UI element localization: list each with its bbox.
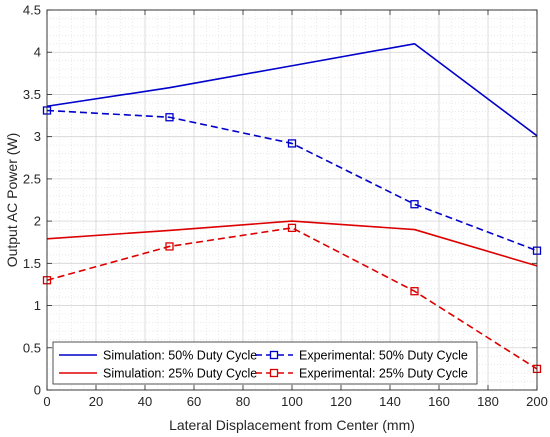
series-2	[42, 106, 542, 255]
x-tick-label: 140	[379, 394, 401, 409]
x-tick-label: 80	[236, 394, 250, 409]
data-point-marker	[165, 242, 174, 251]
y-tick-label: 3.5	[23, 87, 41, 102]
x-tick-label: 120	[330, 394, 352, 409]
legend-entry-3: Simulation: 25% Duty Cycle	[59, 367, 257, 381]
x-tick-label: 0	[43, 394, 50, 409]
legend-box	[52, 341, 478, 385]
legend-label: Experimental: 50% Duty Cycle	[299, 349, 468, 363]
series-line	[46, 109, 538, 252]
data-point-marker	[165, 113, 174, 122]
x-tick-label: 20	[89, 394, 103, 409]
y-tick-label: 4.5	[23, 3, 41, 18]
legend-label: Simulation: 50% Duty Cycle	[103, 349, 257, 363]
data-point-marker	[410, 200, 419, 209]
x-tick-label: 60	[187, 394, 201, 409]
y-tick-label: 3	[34, 129, 41, 144]
series-1	[46, 42, 538, 137]
legend-entry-2: Experimental: 50% Duty Cycle	[255, 349, 468, 363]
x-tick-label: 100	[281, 394, 303, 409]
legend-entry-4: Experimental: 25% Duty Cycle	[255, 367, 468, 381]
grid	[46, 9, 538, 391]
y-tick-label: 1	[34, 298, 41, 313]
y-tick-label: 2.5	[23, 171, 41, 186]
legend-label: Simulation: 25% Duty Cycle	[103, 367, 257, 381]
y-tick-label: 0	[34, 383, 41, 398]
series-line	[46, 42, 538, 137]
data-point-marker	[287, 223, 297, 233]
series-3	[46, 220, 538, 267]
legend: Simulation: 50% Duty Cycle Experimental: …	[52, 341, 478, 385]
y-tick-label: 4	[34, 45, 41, 60]
y-tick-label: 0.5	[23, 340, 41, 355]
legend-label: Experimental: 25% Duty Cycle	[299, 367, 468, 381]
legend-entry-1: Simulation: 50% Duty Cycle	[59, 349, 257, 363]
legend-swatch-marker	[269, 350, 279, 360]
x-axis-label: Lateral Displacement from Center (mm)	[169, 417, 415, 433]
y-tick-label: 1.5	[23, 256, 41, 271]
series-line	[46, 220, 538, 267]
y-axis-label: Output AC Power (W)	[4, 133, 20, 268]
y-tick-label: 2	[34, 214, 41, 229]
x-tick-label: 160	[428, 394, 450, 409]
x-tick-label: 200	[526, 394, 548, 409]
x-tick-label: 180	[477, 394, 499, 409]
x-tick-label: 40	[138, 394, 152, 409]
data-point-marker	[410, 287, 419, 296]
plot-frame	[46, 9, 538, 391]
data-point-marker	[287, 139, 297, 148]
legend-swatch-marker	[269, 368, 279, 378]
tick-labels: 0 20 40 60 80 100 120 140 160 180 200 0 0.5 1 1.5 2 2.5 3…	[23, 3, 548, 410]
